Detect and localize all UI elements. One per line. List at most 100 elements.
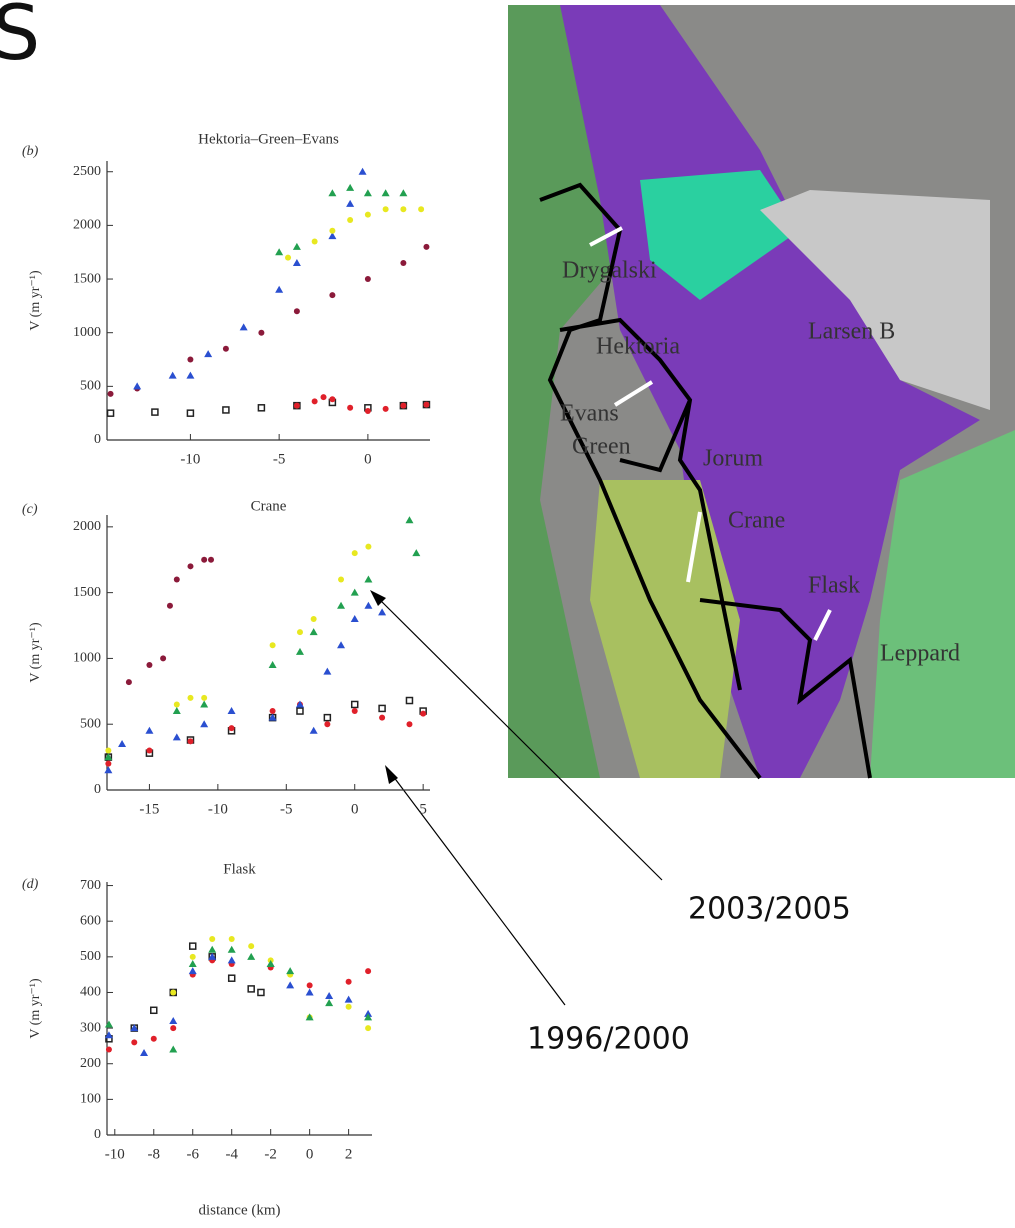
point — [337, 601, 346, 609]
slide-title: S — [0, 0, 40, 77]
point — [170, 1025, 177, 1032]
y-tick-label: 400 — [80, 985, 101, 1000]
point — [200, 700, 209, 708]
y-tick-label: 1500 — [73, 271, 101, 286]
point — [379, 714, 386, 721]
point — [325, 992, 334, 1000]
point — [405, 516, 414, 524]
point — [168, 371, 177, 379]
point — [364, 575, 373, 583]
point — [412, 549, 421, 557]
map-label: Leppard — [880, 641, 960, 667]
point — [104, 1031, 113, 1039]
point — [257, 404, 266, 412]
point — [227, 974, 236, 982]
y-tick-label: 2000 — [73, 519, 101, 534]
point — [365, 543, 372, 550]
point — [305, 1013, 314, 1021]
point — [285, 254, 292, 261]
point — [208, 556, 215, 563]
y-tick-label: 500 — [80, 949, 101, 964]
point — [329, 396, 336, 403]
point — [151, 408, 159, 416]
y-axis-label: V (m yr⁻¹) — [28, 270, 43, 331]
point — [365, 968, 372, 975]
point — [400, 402, 407, 409]
chart-title: Hektoria–Green–Evans — [198, 131, 339, 147]
point — [347, 404, 354, 411]
point — [169, 1016, 178, 1024]
x-tick-label: 0 — [364, 451, 372, 467]
point — [351, 550, 358, 557]
point — [292, 258, 301, 266]
point — [201, 556, 208, 563]
point — [329, 292, 336, 299]
point — [382, 405, 389, 412]
point — [269, 642, 276, 649]
point — [275, 285, 284, 293]
point — [201, 694, 208, 701]
point — [324, 721, 331, 728]
map-label: Jorum — [703, 446, 763, 472]
point — [345, 978, 352, 985]
point — [286, 981, 295, 989]
point — [188, 959, 197, 967]
point — [296, 629, 303, 636]
point — [275, 248, 284, 256]
point — [227, 707, 236, 715]
point — [145, 726, 154, 734]
point — [150, 1006, 158, 1015]
point — [423, 243, 430, 250]
point — [187, 694, 194, 701]
point — [293, 308, 300, 315]
x-tick-label: -6 — [186, 1146, 199, 1162]
point — [133, 382, 142, 390]
point — [295, 700, 304, 708]
point — [306, 982, 313, 989]
point — [381, 189, 390, 197]
x-tick-label: -10 — [105, 1146, 125, 1162]
y-tick-label: 500 — [80, 716, 101, 731]
point — [378, 608, 387, 616]
x-tick-label: -15 — [139, 801, 159, 817]
point — [323, 667, 332, 675]
y-tick-label: 700 — [80, 878, 101, 893]
point — [266, 959, 275, 967]
y-tick-label: 0 — [94, 782, 101, 797]
point — [186, 371, 195, 379]
point — [405, 696, 414, 705]
panel-label: (c) — [22, 502, 38, 517]
point — [286, 967, 295, 975]
point — [363, 189, 372, 197]
point — [378, 704, 386, 713]
point — [323, 713, 332, 722]
map-profile-lines — [589, 226, 832, 641]
point — [329, 227, 336, 234]
y-tick-label: 600 — [80, 913, 101, 928]
point — [248, 943, 255, 950]
y-axis-label: V (m yr⁻¹) — [28, 622, 43, 683]
x-tick-label: 5 — [419, 801, 427, 817]
map-label: Green — [572, 434, 631, 460]
point — [293, 402, 300, 409]
map-label: Larsen B — [808, 319, 895, 345]
point — [247, 952, 256, 960]
point — [172, 733, 181, 741]
point — [269, 708, 276, 715]
point — [105, 1046, 112, 1053]
point — [150, 1035, 157, 1042]
map — [508, 5, 1015, 780]
point — [222, 345, 229, 352]
point — [364, 408, 371, 415]
point — [320, 394, 327, 401]
point — [105, 760, 112, 767]
point — [399, 189, 408, 197]
point — [140, 1049, 149, 1057]
x-tick-label: -10 — [208, 801, 228, 817]
point — [200, 720, 209, 728]
point — [160, 655, 167, 662]
arrow-line — [386, 767, 566, 1006]
panel-label: (b) — [22, 144, 39, 159]
point — [118, 739, 127, 747]
